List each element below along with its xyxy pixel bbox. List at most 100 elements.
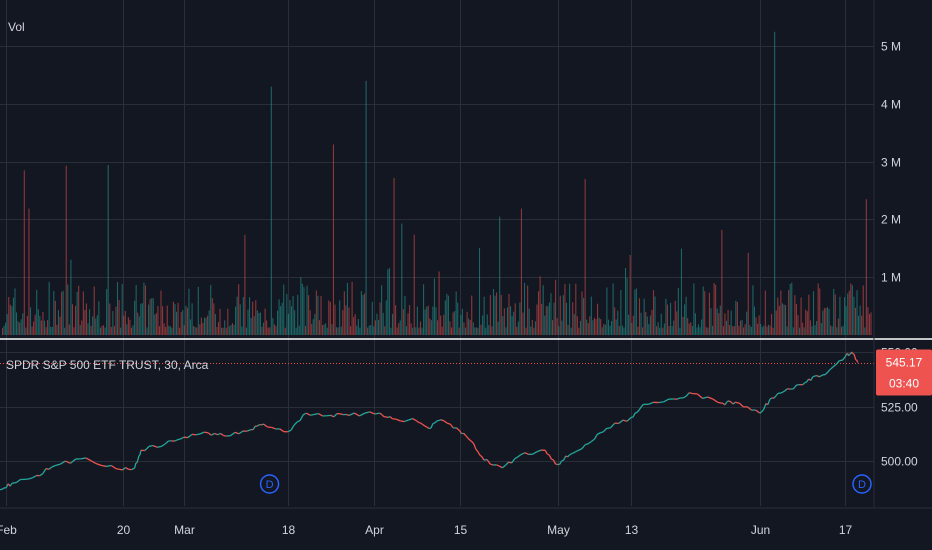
price-segment	[364, 411, 370, 414]
volume-bar	[643, 298, 645, 335]
dividend-marker[interactable]: D	[259, 474, 280, 494]
volume-bar	[396, 327, 398, 335]
volume-bar	[368, 325, 370, 335]
price-segment	[164, 440, 169, 445]
volume-bar	[219, 308, 221, 335]
volume-bar	[203, 317, 206, 335]
volume-bar	[132, 325, 134, 335]
volume-bar	[75, 305, 77, 335]
price-segment	[820, 374, 824, 377]
volume-bar	[499, 216, 501, 335]
volume-bar	[37, 309, 39, 335]
volume-bar	[698, 324, 700, 335]
price-segment	[420, 422, 424, 426]
volume-bar	[348, 307, 350, 335]
volume-bar	[76, 291, 78, 335]
price-segment	[400, 420, 405, 423]
time-axis-ticks: Feb 20 Mar 18 Apr 15 May 13 Jun 17	[0, 523, 852, 537]
price-segment	[551, 458, 554, 461]
volume-bar	[221, 327, 223, 335]
volume-pane[interactable]: Vol	[2, 20, 872, 336]
price-segment	[640, 404, 644, 408]
volume-bar	[85, 303, 87, 335]
price-segment	[499, 465, 503, 469]
volume-bar	[844, 297, 846, 335]
volume-bar	[743, 327, 745, 335]
dividend-marker[interactable]: D	[852, 474, 872, 494]
volume-bar	[632, 315, 634, 335]
volume-bar	[805, 309, 807, 335]
volume-bar	[587, 323, 589, 335]
price-segment	[438, 419, 442, 422]
price-segment	[481, 456, 485, 461]
volume-bar	[637, 326, 639, 335]
price-segment	[726, 400, 730, 403]
volume-bar	[520, 208, 522, 335]
volume-bar	[659, 327, 661, 335]
volume-bar	[353, 317, 355, 335]
price-segment	[354, 412, 360, 417]
price-segment	[48, 466, 53, 470]
volume-bar	[424, 309, 426, 335]
volume-bar	[104, 327, 106, 335]
volume-bar	[539, 276, 541, 335]
volume-bar	[771, 313, 773, 335]
volume-bar	[416, 306, 418, 335]
volume-bar	[377, 320, 380, 335]
volume-bar	[690, 322, 692, 335]
price-segment	[177, 438, 181, 441]
volume-bar	[45, 327, 47, 335]
volume-bar	[794, 295, 796, 335]
volume-bar	[640, 312, 642, 335]
volume-bar	[126, 324, 128, 335]
volume-bar	[365, 80, 367, 335]
price-segment	[504, 461, 509, 466]
price-segment	[658, 401, 664, 404]
price-segment	[561, 459, 564, 462]
volume-bar	[584, 179, 586, 335]
volume-bar	[292, 295, 294, 335]
volume-bar	[704, 291, 706, 335]
volume-bar	[273, 324, 275, 335]
volume-bar	[461, 308, 463, 335]
time-axis[interactable]: Feb 20 Mar 18 Apr 15 May 13 Jun 17	[0, 507, 932, 537]
price-segment	[293, 421, 298, 426]
volume-bar	[99, 327, 101, 335]
volume-bar	[567, 324, 569, 335]
volume-bar	[531, 319, 533, 335]
volume-bar	[534, 321, 536, 335]
volume-bar	[635, 288, 637, 335]
price-segment	[569, 452, 574, 456]
price-segment	[447, 422, 451, 425]
volume-bar	[213, 303, 215, 335]
volume-bar	[506, 307, 508, 335]
volume-bar	[492, 288, 495, 335]
price-segment	[296, 419, 301, 423]
price-segment	[536, 449, 542, 453]
volume-bar	[460, 315, 462, 335]
volume-bar	[814, 325, 816, 335]
price-segment	[841, 355, 846, 361]
volume-bar	[225, 327, 227, 335]
volume-bar	[856, 290, 858, 335]
price-segment	[547, 453, 550, 456]
volume-bar	[315, 290, 317, 335]
volume-bar	[118, 300, 120, 335]
price-segment	[728, 400, 732, 403]
volume-bar	[116, 282, 119, 335]
volume-bar	[23, 170, 25, 335]
price-segment	[217, 432, 221, 436]
volume-bar	[510, 306, 512, 335]
price-segment	[524, 452, 530, 456]
dividend-marker-circle	[259, 474, 280, 494]
volume-bar	[694, 313, 696, 335]
volume-bar	[732, 326, 734, 335]
volume-bar	[440, 315, 442, 335]
volume-bar	[82, 291, 84, 335]
volume-bar	[503, 308, 505, 335]
volume-bar	[430, 320, 432, 335]
